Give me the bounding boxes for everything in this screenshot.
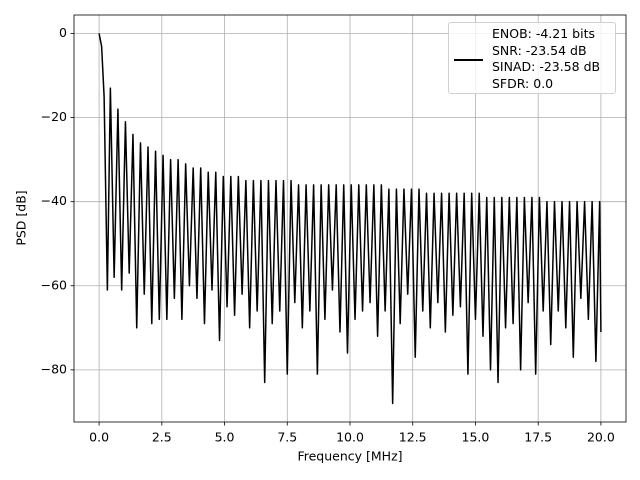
y-tick-label: −20	[41, 109, 67, 124]
y-tick-label: −80	[41, 361, 67, 376]
y-tick-label: −40	[41, 193, 67, 208]
x-axis-label: Frequency [MHz]	[297, 449, 402, 464]
y-axis-label: PSD [dB]	[14, 190, 29, 245]
legend-label: ENOB: -4.21 bits SNR: -23.54 dB SINAD: -…	[492, 26, 601, 91]
x-tick-label: 7.5	[277, 430, 297, 445]
x-tick-label: 12.5	[399, 430, 427, 445]
x-tick-label: 10.0	[336, 430, 364, 445]
legend: ENOB: -4.21 bits SNR: -23.54 dB SINAD: -…	[448, 22, 616, 94]
data-line	[98, 33, 602, 405]
x-tick-label: 15.0	[462, 430, 490, 445]
x-tick-label: 5.0	[215, 430, 235, 445]
plot-frame	[73, 14, 627, 423]
y-tick-label: 0	[59, 25, 67, 40]
x-tick-label: 2.5	[152, 430, 172, 445]
legend-line	[454, 59, 483, 61]
y-tick-label: −60	[41, 277, 67, 292]
x-tick-label: 0.0	[89, 430, 109, 445]
x-tick-label: 20.0	[587, 430, 615, 445]
x-tick-label: 17.5	[524, 430, 552, 445]
